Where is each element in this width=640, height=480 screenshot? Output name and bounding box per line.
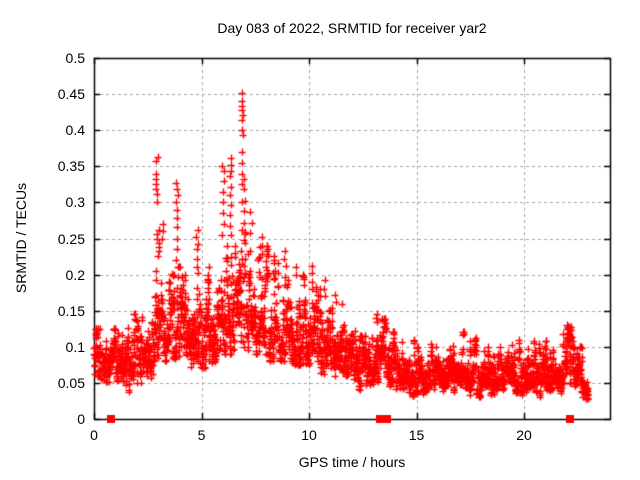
x-tick-label: 10	[301, 427, 317, 443]
y-tick-label: 0.35	[57, 158, 85, 175]
y-tick-label: 0.3	[65, 194, 85, 211]
y-tick-label: 0.4	[65, 122, 85, 139]
y-tick-label: 0.05	[57, 374, 85, 391]
y-tick-label: 0.15	[57, 302, 85, 319]
y-tick-label: 0.5	[65, 50, 85, 66]
chart-title: Day 083 of 2022, SRMTID for receiver yar…	[217, 20, 487, 36]
x-axis-label: GPS time / hours	[298, 454, 406, 470]
x-tick-label: 0	[90, 427, 98, 443]
x-tick-label: 5	[197, 427, 206, 443]
y-tick-label: 0.45	[57, 86, 85, 103]
y-tick-label: 0.25	[57, 230, 85, 247]
x-tick-label: 15	[408, 427, 425, 443]
y-tick-label: 0.1	[65, 338, 85, 355]
x-tick-label: 20	[516, 427, 532, 443]
y-tick-label: 0	[77, 411, 85, 427]
y-tick-label: 0.2	[65, 266, 85, 283]
